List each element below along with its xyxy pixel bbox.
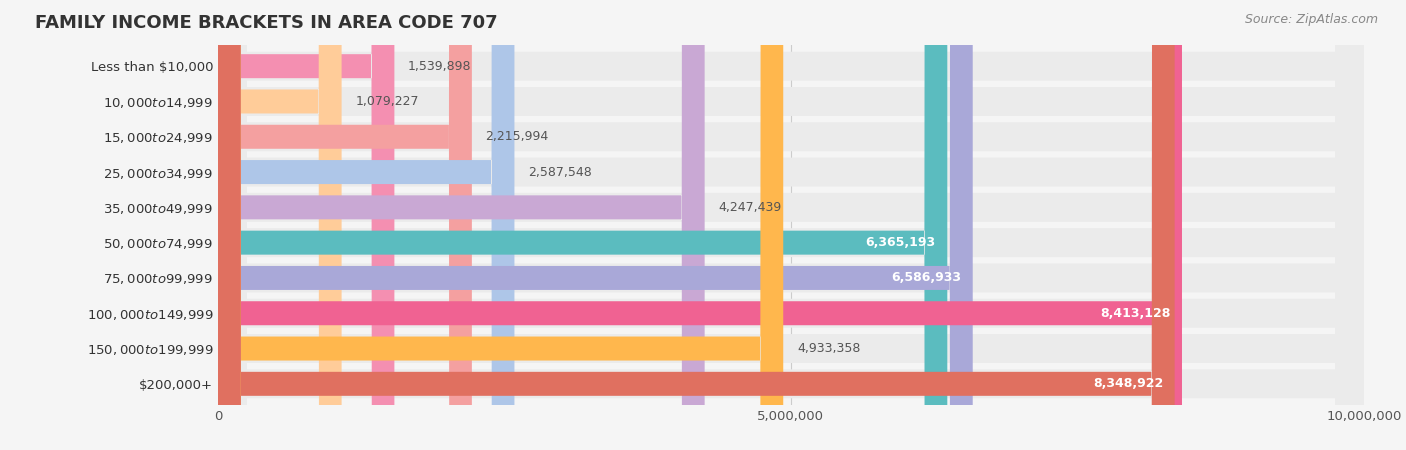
Text: 8,348,922: 8,348,922	[1092, 377, 1163, 390]
Text: 2,587,548: 2,587,548	[529, 166, 592, 179]
FancyBboxPatch shape	[218, 0, 472, 450]
FancyBboxPatch shape	[218, 0, 1364, 450]
FancyBboxPatch shape	[218, 0, 1364, 450]
FancyBboxPatch shape	[218, 0, 1364, 450]
Text: 4,247,439: 4,247,439	[718, 201, 782, 214]
FancyBboxPatch shape	[218, 0, 342, 450]
Text: 2,215,994: 2,215,994	[485, 130, 548, 143]
FancyBboxPatch shape	[218, 0, 704, 450]
FancyBboxPatch shape	[218, 0, 1364, 450]
FancyBboxPatch shape	[218, 0, 1174, 450]
Text: 1,539,898: 1,539,898	[408, 60, 471, 73]
FancyBboxPatch shape	[218, 0, 1364, 450]
FancyBboxPatch shape	[218, 0, 1364, 450]
FancyBboxPatch shape	[218, 0, 395, 450]
FancyBboxPatch shape	[218, 0, 948, 450]
FancyBboxPatch shape	[218, 0, 1364, 450]
Text: 8,413,128: 8,413,128	[1099, 307, 1171, 320]
Text: 6,365,193: 6,365,193	[866, 236, 936, 249]
FancyBboxPatch shape	[218, 0, 1364, 450]
FancyBboxPatch shape	[218, 0, 1364, 450]
FancyBboxPatch shape	[218, 0, 515, 450]
FancyBboxPatch shape	[218, 0, 1182, 450]
FancyBboxPatch shape	[218, 0, 783, 450]
Text: 6,586,933: 6,586,933	[891, 271, 962, 284]
FancyBboxPatch shape	[218, 0, 1364, 450]
Text: Source: ZipAtlas.com: Source: ZipAtlas.com	[1244, 14, 1378, 27]
Text: FAMILY INCOME BRACKETS IN AREA CODE 707: FAMILY INCOME BRACKETS IN AREA CODE 707	[35, 14, 498, 32]
Text: 4,933,358: 4,933,358	[797, 342, 860, 355]
FancyBboxPatch shape	[218, 0, 973, 450]
Text: 1,079,227: 1,079,227	[356, 95, 419, 108]
